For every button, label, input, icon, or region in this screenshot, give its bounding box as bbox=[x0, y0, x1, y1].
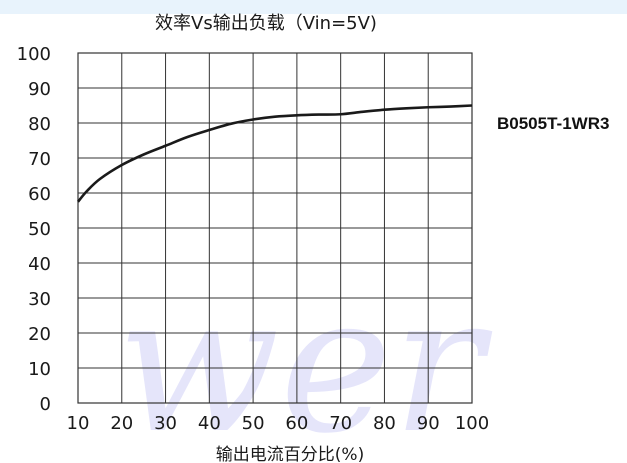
grid bbox=[77, 52, 473, 404]
y-tick-label: 50 bbox=[28, 219, 51, 240]
x-tick-label: 40 bbox=[198, 413, 221, 434]
header-band bbox=[0, 0, 627, 14]
y-tick-label: 80 bbox=[28, 114, 51, 135]
y-tick-label: 30 bbox=[28, 289, 51, 310]
y-tick-label: 20 bbox=[28, 324, 51, 345]
series-label: B0505T-1WR3 bbox=[497, 114, 609, 133]
x-axis-title: 输出电流百分比(%) bbox=[216, 445, 364, 463]
x-tick-label: 80 bbox=[373, 413, 396, 434]
x-tick-label: 20 bbox=[110, 413, 133, 434]
y-tick-label: 100 bbox=[17, 44, 51, 65]
y-tick-label: 10 bbox=[28, 359, 51, 380]
y-tick-label: 70 bbox=[28, 149, 51, 170]
series-layer: B0505T-1WR3 bbox=[76, 104, 609, 203]
x-tick-label: 10 bbox=[67, 413, 90, 434]
x-tick-label: 70 bbox=[329, 413, 352, 434]
y-tick-label: 40 bbox=[28, 254, 51, 275]
x-tick-label: 60 bbox=[285, 413, 308, 434]
y-tick-label: 60 bbox=[28, 184, 51, 205]
plot-frame bbox=[77, 52, 473, 404]
x-tick-label: 50 bbox=[242, 413, 265, 434]
watermark: wer bbox=[117, 254, 493, 463]
series-line bbox=[76, 104, 473, 203]
y-tick-label: 90 bbox=[28, 79, 51, 100]
x-tick-label: 100 bbox=[455, 413, 489, 434]
x-tick-label: 30 bbox=[154, 413, 177, 434]
tick-labels: 10 20 30 40 50 60 70 80 90 100 0 10 20 30 40 50 60 70 80 90… bbox=[17, 44, 490, 434]
chart-title: 效率Vs输出负载（Vin=5V) bbox=[155, 13, 377, 34]
y-tick-label: 0 bbox=[40, 394, 51, 415]
x-tick-label: 90 bbox=[417, 413, 440, 434]
